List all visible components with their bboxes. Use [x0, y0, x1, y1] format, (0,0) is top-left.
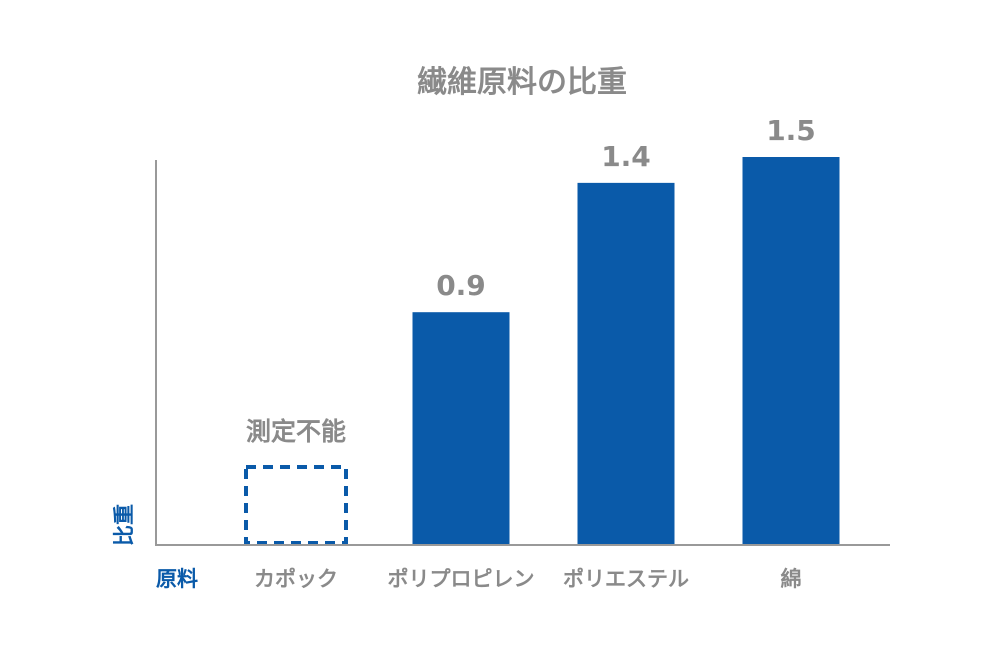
bar-2	[577, 182, 675, 545]
chart-title: 繊維原料の比重	[417, 65, 627, 100]
category-labels-group: カポック ポリプロピレン ポリエステル 綿	[254, 567, 802, 591]
category-label-3: 綿	[781, 567, 802, 591]
value-label-3: 1.5	[766, 114, 816, 147]
placeholder-bar-0	[244, 465, 348, 545]
bar-1	[412, 312, 510, 545]
category-label-2: ポリエステル	[563, 567, 689, 591]
y-axis-label: 比重	[112, 504, 136, 546]
category-label-0: カポック	[254, 567, 338, 591]
value-labels-group: 測定不能 0.9 1.4 1.5	[246, 114, 816, 446]
note-label-0: 測定不能	[246, 417, 346, 446]
category-label-1: ポリプロピレン	[388, 567, 535, 591]
bars-group	[244, 157, 840, 545]
value-label-1: 0.9	[436, 269, 486, 302]
bar-3	[742, 157, 840, 545]
x-axis-label: 原料	[156, 567, 198, 591]
value-label-2: 1.4	[601, 140, 651, 173]
